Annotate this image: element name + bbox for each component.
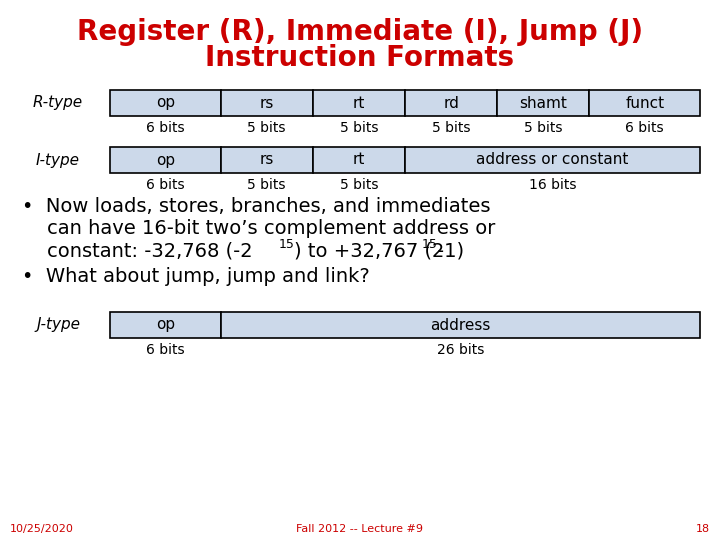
Text: 5 bits: 5 bits bbox=[248, 178, 286, 192]
Bar bbox=[405, 90, 498, 116]
Text: 15: 15 bbox=[422, 239, 438, 252]
Bar bbox=[220, 312, 700, 338]
Text: rs: rs bbox=[259, 96, 274, 111]
Text: 6 bits: 6 bits bbox=[626, 121, 664, 135]
Text: •  What about jump, jump and link?: • What about jump, jump and link? bbox=[22, 267, 370, 287]
Text: 5 bits: 5 bits bbox=[340, 121, 378, 135]
Bar bbox=[110, 147, 220, 173]
Text: I-type: I-type bbox=[36, 152, 80, 167]
Text: 15: 15 bbox=[279, 239, 295, 252]
Text: 5 bits: 5 bits bbox=[248, 121, 286, 135]
Text: Fall 2012 -- Lecture #9: Fall 2012 -- Lecture #9 bbox=[297, 524, 423, 534]
Text: 16 bits: 16 bits bbox=[528, 178, 576, 192]
Text: R-type: R-type bbox=[33, 96, 83, 111]
Bar bbox=[220, 147, 312, 173]
Text: 6 bits: 6 bits bbox=[146, 343, 184, 357]
Bar bbox=[220, 90, 312, 116]
Text: 10/25/2020: 10/25/2020 bbox=[10, 524, 74, 534]
Text: 18: 18 bbox=[696, 524, 710, 534]
Text: 5 bits: 5 bits bbox=[432, 121, 470, 135]
Bar bbox=[405, 147, 700, 173]
Text: Register (R), Immediate (I), Jump (J): Register (R), Immediate (I), Jump (J) bbox=[77, 18, 643, 46]
Text: 5 bits: 5 bits bbox=[340, 178, 378, 192]
Text: •  Now loads, stores, branches, and immediates: • Now loads, stores, branches, and immed… bbox=[22, 198, 490, 217]
Text: address: address bbox=[430, 318, 490, 333]
Text: Instruction Formats: Instruction Formats bbox=[205, 44, 515, 72]
Text: 6 bits: 6 bits bbox=[146, 178, 184, 192]
Text: -1): -1) bbox=[437, 241, 464, 260]
Text: funct: funct bbox=[625, 96, 665, 111]
Text: rt: rt bbox=[353, 96, 365, 111]
Text: op: op bbox=[156, 152, 175, 167]
Text: rs: rs bbox=[259, 152, 274, 167]
Bar bbox=[312, 147, 405, 173]
Text: constant: -32,768 (-2: constant: -32,768 (-2 bbox=[22, 241, 253, 260]
Text: 5 bits: 5 bits bbox=[524, 121, 562, 135]
Bar bbox=[590, 90, 700, 116]
Bar bbox=[110, 312, 220, 338]
Bar bbox=[312, 90, 405, 116]
Text: op: op bbox=[156, 318, 175, 333]
Text: 6 bits: 6 bits bbox=[146, 121, 184, 135]
Text: rt: rt bbox=[353, 152, 365, 167]
Text: 26 bits: 26 bits bbox=[436, 343, 484, 357]
Text: ) to +32,767 (2: ) to +32,767 (2 bbox=[294, 241, 444, 260]
Text: J-type: J-type bbox=[36, 318, 80, 333]
Bar bbox=[498, 90, 590, 116]
Text: shamt: shamt bbox=[519, 96, 567, 111]
Text: address or constant: address or constant bbox=[477, 152, 629, 167]
Text: rd: rd bbox=[443, 96, 459, 111]
Bar bbox=[110, 90, 220, 116]
Text: op: op bbox=[156, 96, 175, 111]
Text: can have 16-bit two’s complement address or: can have 16-bit two’s complement address… bbox=[22, 219, 495, 239]
